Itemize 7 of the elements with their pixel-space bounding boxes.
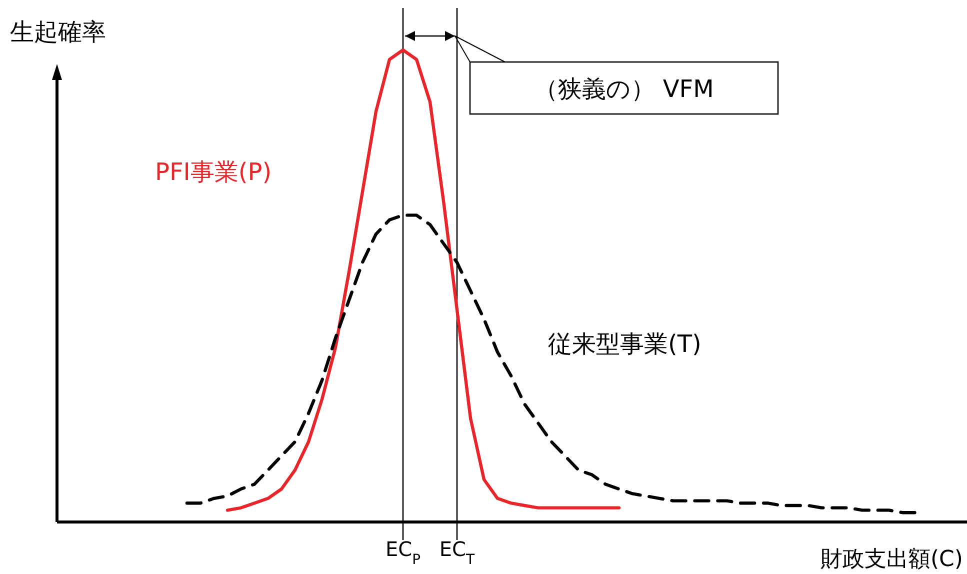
y-axis-title: 生起確率: [10, 18, 106, 46]
x-axis-title: 財政支出額(C): [820, 547, 963, 572]
x-tick-label: EC$_{T}$: [439, 537, 476, 568]
x-tick-label: EC$_{P}$: [385, 537, 421, 568]
annotation: （狭義の） VFM: [534, 75, 714, 103]
series-label: 従来型事業(T): [548, 330, 702, 358]
text: PFI事業(P): [155, 158, 272, 186]
